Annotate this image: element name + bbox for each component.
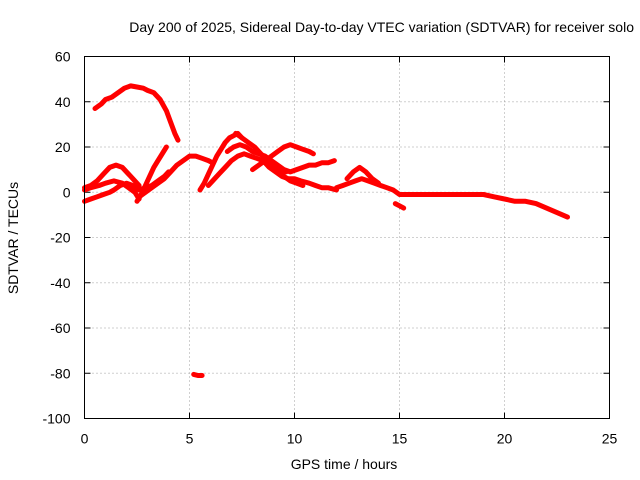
y-tick-label: -20 (50, 230, 70, 246)
data-series-arc-14 (344, 164, 381, 186)
data-series-arc-10 (233, 130, 289, 175)
plot-frame (84, 56, 610, 419)
chart-title: Day 200 of 2025, Sidereal Day-to-day VTE… (129, 19, 634, 35)
x-tick-label: 25 (602, 431, 618, 447)
grid (84, 56, 610, 419)
data-series-arc-8 (205, 151, 339, 193)
data-series-arc-13 (334, 176, 570, 220)
tick-labels: 0 5 10 15 20 25 -100 -80 -60 -40 -20 0 20 40 60 (42, 49, 617, 447)
y-tick-label: 40 (55, 94, 71, 110)
y-axis-label: SDTVAR / TECUs (5, 182, 21, 294)
x-axis-label: GPS time / hours (291, 456, 398, 472)
y-tick-label: -100 (42, 411, 70, 427)
data-series-arc-1 (92, 83, 181, 143)
data-series-arc-6 (136, 153, 216, 200)
y-tick-label: 20 (55, 139, 71, 155)
data-series-arc-3 (82, 162, 142, 191)
y-tick-label: -80 (50, 365, 70, 381)
x-tick-label: 5 (186, 431, 194, 447)
data-series-arc-11 (250, 142, 316, 173)
x-tick-label: 10 (287, 431, 303, 447)
data-series-arc-15 (392, 201, 407, 211)
y-tick-label: -40 (50, 275, 70, 291)
y-tick-label: -60 (50, 320, 70, 336)
x-tick-label: 0 (81, 431, 89, 447)
y-tick-label: 60 (55, 49, 71, 65)
data-series-arc-12 (268, 162, 306, 188)
data-series-arc-4 (82, 178, 142, 202)
data-series-arc-16 (191, 371, 205, 378)
series-layer (82, 83, 570, 378)
x-tick-label: 20 (497, 431, 513, 447)
y-tick-label: 0 (63, 184, 71, 200)
x-tick-label: 15 (392, 431, 408, 447)
